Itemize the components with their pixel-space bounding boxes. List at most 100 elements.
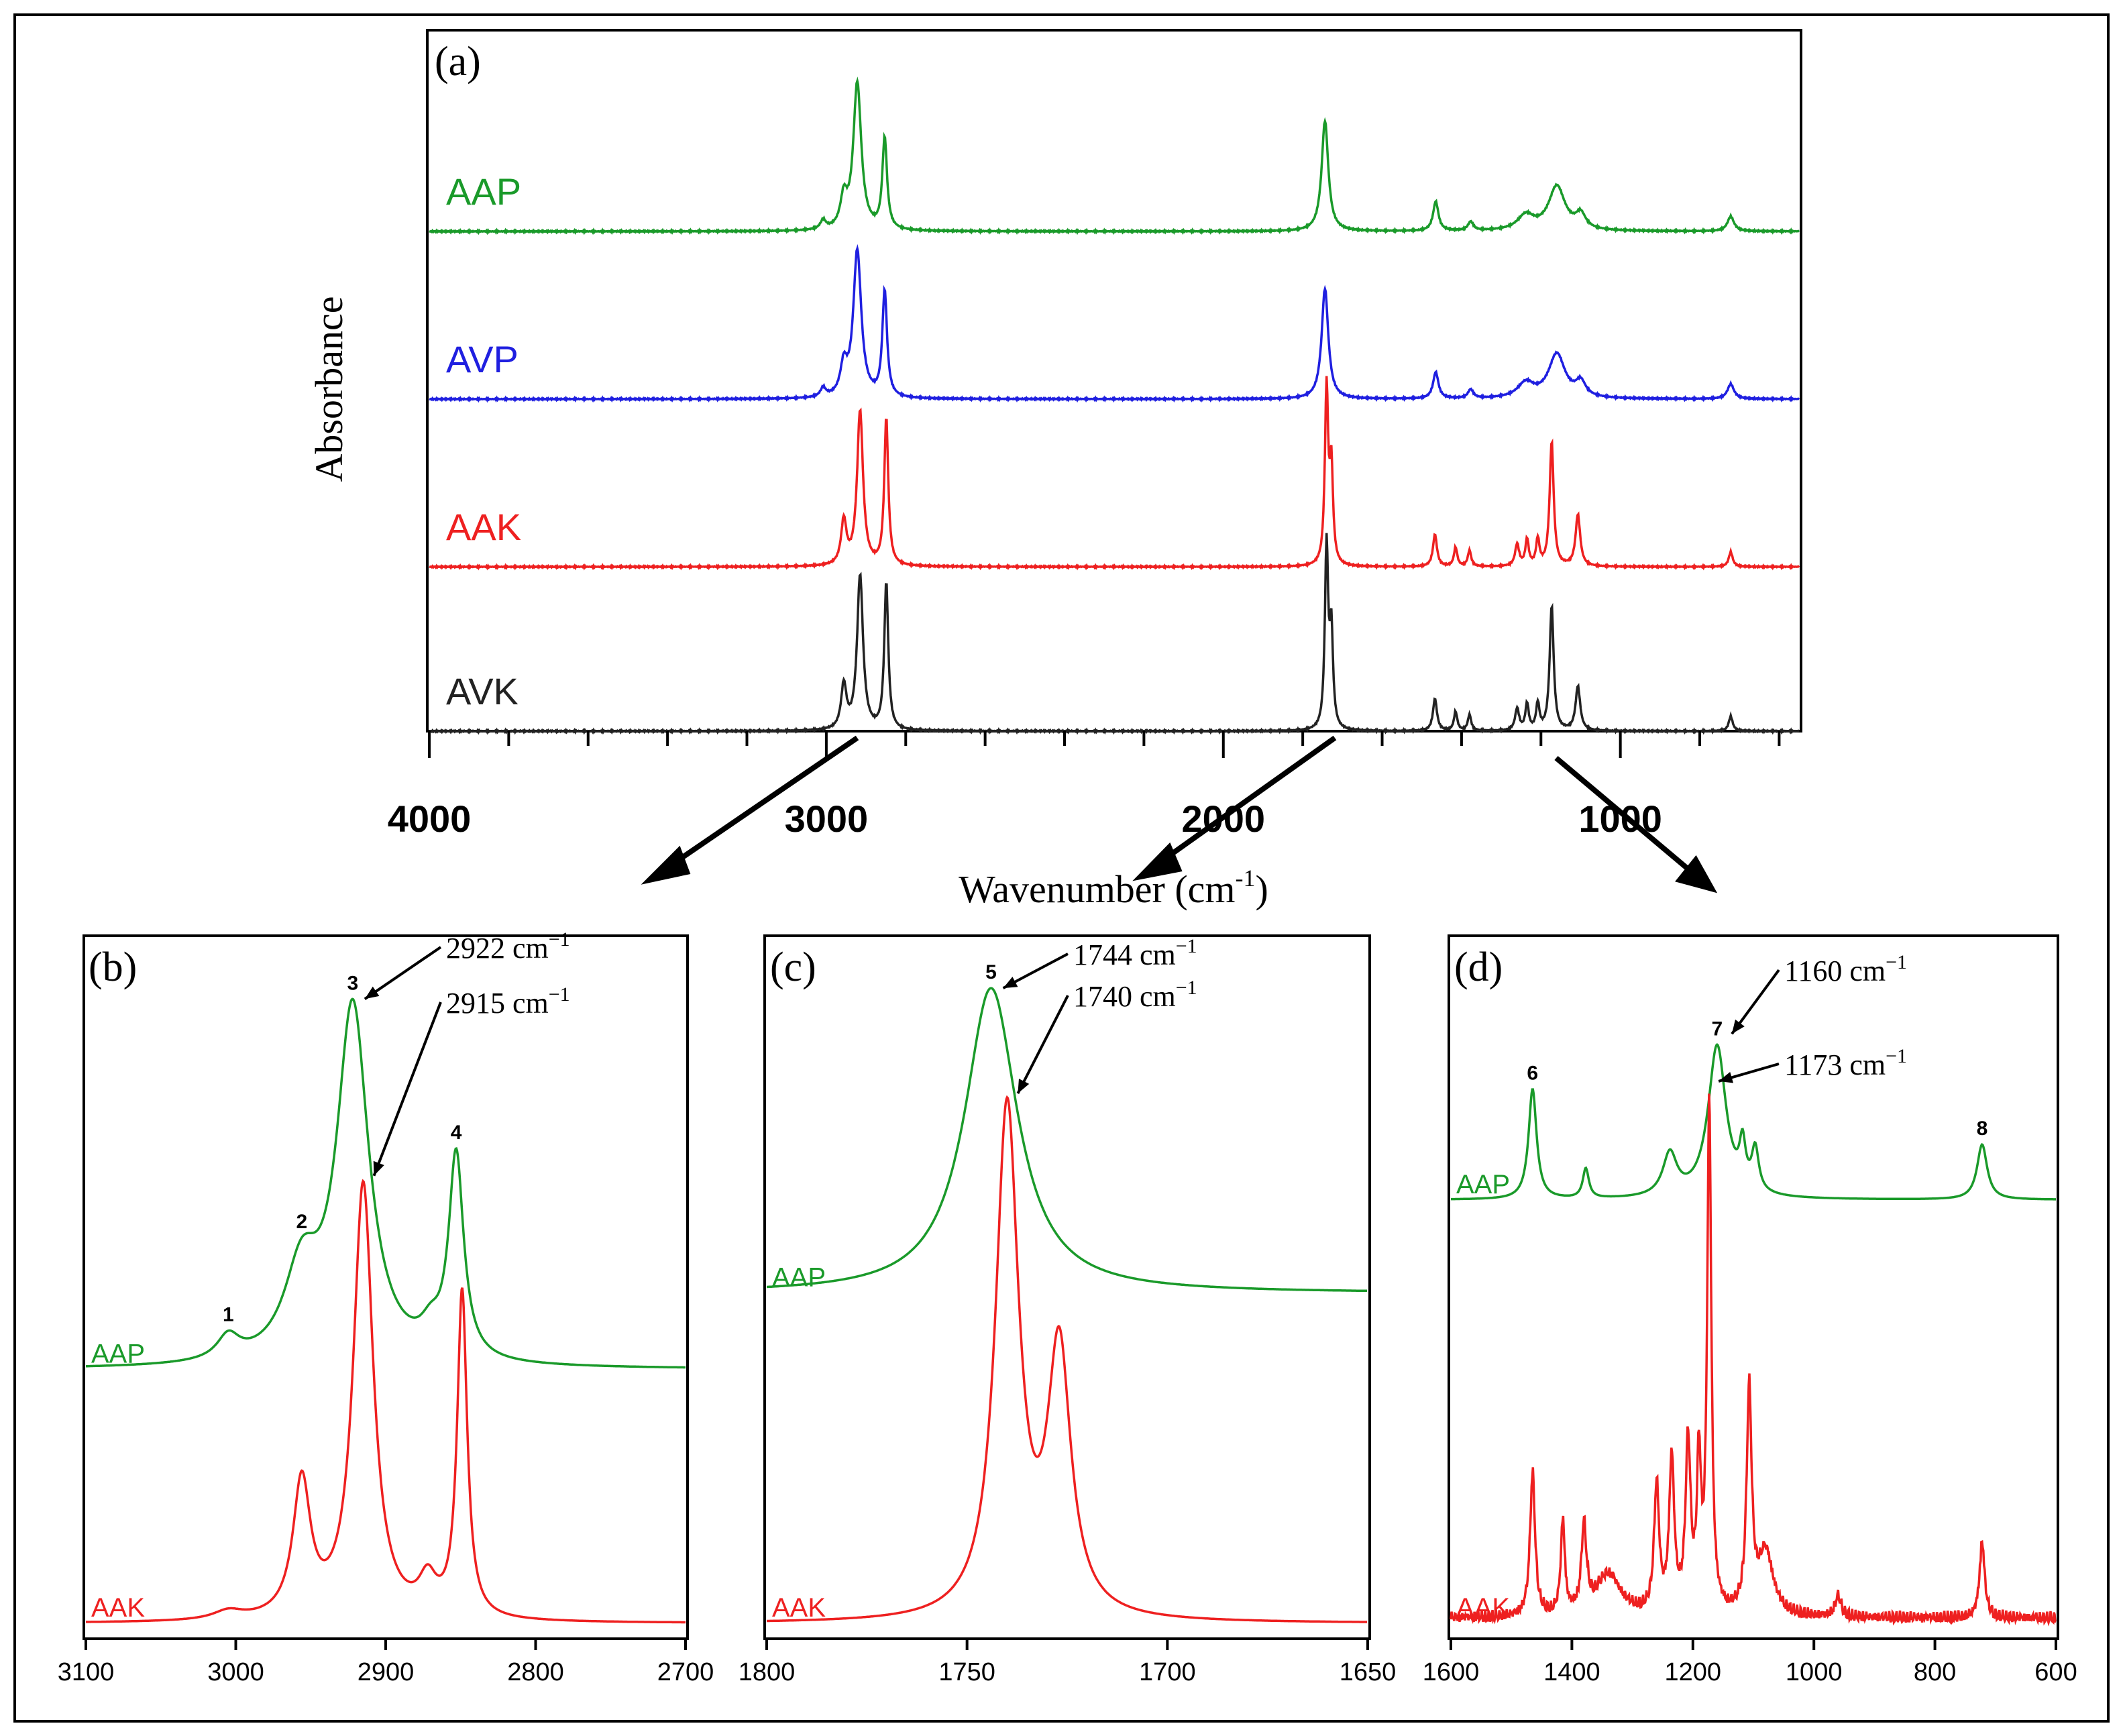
tick-label-d-1200: 1200 — [1665, 1658, 1722, 1686]
annotation-arrowhead-c-0 — [1003, 977, 1018, 989]
arrow-to-b — [669, 735, 859, 868]
xlabel-main: Wavenumber (cm — [959, 867, 1235, 911]
annotation-sup: −1 — [1886, 1045, 1907, 1067]
annotation-arrowhead-b-1 — [373, 1160, 384, 1176]
panel-d: (d) 1600 1400 1200 1000 800 600 AAP AAK 6 7 8 1160… — [1423, 934, 2077, 1686]
annotation-label-c-0: 1744 cm−1 — [1073, 935, 1197, 971]
series-line-aak — [429, 376, 1800, 571]
annotation-label-d-1: 1173 cm−1 — [1784, 1045, 1907, 1081]
panel-a-ticks: 4000300020001000 — [388, 731, 1781, 840]
annotation-arrowhead-d-1 — [1719, 1072, 1733, 1083]
series-label-aap: AAP — [446, 170, 521, 213]
figure-border — [13, 13, 2110, 1723]
series-label-avp: AVP — [446, 338, 519, 380]
xlabel-sup: -1 — [1236, 865, 1256, 891]
peak-number-6: 6 — [1527, 1062, 1538, 1084]
arrow-to-c — [1158, 735, 1337, 865]
panel-a-xlabel: Wavenumber (cm-1) — [959, 865, 1268, 911]
panel-b-ticks: 3100 3000 2900 2800 2700 — [58, 1639, 714, 1686]
tick-label-b-2800: 2800 — [507, 1658, 564, 1686]
annotation-sup: −1 — [1886, 951, 1907, 973]
annotation-arrowhead-d-0 — [1731, 1019, 1745, 1034]
panel-b: (b) 3100 3000 2900 2800 2700 AAP AAK 1 2 3 4 2922 … — [58, 928, 714, 1686]
series-label-b-aap: AAP — [91, 1339, 145, 1368]
tick-label-d-800: 800 — [1914, 1658, 1956, 1686]
panel-d-frame — [1448, 934, 2059, 1640]
series-line-c-aap — [767, 987, 1367, 1293]
series-line-d-aap — [1451, 1043, 2056, 1201]
panel-b-label: (b) — [89, 944, 137, 990]
series-label-c-aak: AAK — [772, 1593, 826, 1623]
panel-c-label: (c) — [770, 944, 816, 990]
annotation-text: 1740 cm — [1073, 980, 1176, 1013]
panel-a-label: (a) — [435, 39, 481, 85]
arrow-head-d — [1675, 855, 1718, 893]
xlabel-end: ) — [1256, 867, 1268, 911]
annotation-arrowhead-b-0 — [364, 986, 380, 999]
annotation-arrow-c-1 — [1016, 995, 1069, 1094]
annotation-sup: −1 — [1176, 935, 1197, 957]
tick-label-a-3000: 3000 — [785, 798, 869, 840]
panel-a-series-labels: AAP AVP AAK AVK — [446, 170, 521, 712]
series-label-d-aak: AAK — [1456, 1593, 1510, 1623]
tick-label-d-600: 600 — [2034, 1658, 2077, 1686]
series-line-b-aak — [86, 1179, 686, 1624]
panel-a: (a) Absorbance Wavenumber (cm-1) AAPAVPA… — [307, 29, 1802, 911]
annotation-sup: −1 — [1176, 977, 1197, 999]
series-line-avk — [429, 533, 1800, 735]
peak-number-4: 4 — [451, 1122, 462, 1144]
panel-a-ylabel: Absorbance — [307, 296, 351, 482]
annotation-text: 2922 cm — [446, 932, 549, 965]
arrow-head-b — [641, 845, 691, 885]
panel-d-label: (d) — [1454, 944, 1503, 990]
panel-d-ticks: 1600 1400 1200 1000 800 600 — [1423, 1639, 2077, 1686]
series-line-c-aak — [767, 1095, 1367, 1623]
annotation-label-c-1: 1740 cm−1 — [1073, 977, 1197, 1013]
series-label-b-aak: AAK — [91, 1593, 145, 1623]
series-label-c-aap: AAP — [772, 1263, 826, 1293]
panel-a-frame — [426, 29, 1802, 733]
tick-label-d-1000: 1000 — [1786, 1658, 1843, 1686]
tick-label-c-1700: 1700 — [1139, 1658, 1196, 1686]
annotation-sup: −1 — [549, 928, 570, 951]
series-label-aak: AAK — [446, 506, 521, 548]
tick-label-c-1750: 1750 — [938, 1658, 995, 1686]
peak-number-5: 5 — [985, 961, 997, 983]
panel-c-frame — [763, 934, 1371, 1640]
panel-c-ticks: 1800 1750 1700 1650 — [739, 1639, 1397, 1686]
panel-b-frame — [83, 934, 689, 1640]
annotation-text: 2915 cm — [446, 987, 549, 1020]
annotation-sup: −1 — [549, 983, 570, 1006]
series-line-d-aak — [1450, 1093, 2057, 1627]
annotation-arrow-b-1 — [372, 1001, 442, 1177]
annotation-label-d-0: 1160 cm−1 — [1784, 951, 1907, 987]
annotation-text: 1173 cm — [1784, 1048, 1886, 1081]
annotation-text: 1744 cm — [1073, 938, 1176, 971]
tick-label-b-2900: 2900 — [358, 1658, 415, 1686]
series-label-avk: AVK — [446, 670, 519, 712]
series-line-avp — [429, 243, 1800, 403]
panel-b-plot — [86, 997, 686, 1624]
tick-label-c-1650: 1650 — [1340, 1658, 1397, 1686]
tick-label-b-2700: 2700 — [657, 1658, 714, 1686]
peak-number-8: 8 — [1977, 1118, 1988, 1140]
tick-label-b-3000: 3000 — [207, 1658, 264, 1686]
panel-d-plot — [1450, 1043, 2057, 1627]
peak-number-2: 2 — [296, 1211, 307, 1233]
arrow-head-c — [1132, 842, 1183, 881]
zoom-arrows — [641, 735, 1718, 893]
annotation-text: 1160 cm — [1784, 955, 1886, 987]
tick-label-c-1800: 1800 — [739, 1658, 796, 1686]
annotation-arrowhead-c-1 — [1018, 1079, 1030, 1094]
tick-label-d-1400: 1400 — [1543, 1658, 1600, 1686]
arrow-to-d — [1554, 755, 1694, 875]
annotation-arrow-b-0 — [364, 946, 442, 1000]
tick-label-b-3100: 3100 — [58, 1658, 115, 1686]
peak-number-7: 7 — [1712, 1018, 1723, 1040]
peak-number-3: 3 — [347, 972, 358, 994]
